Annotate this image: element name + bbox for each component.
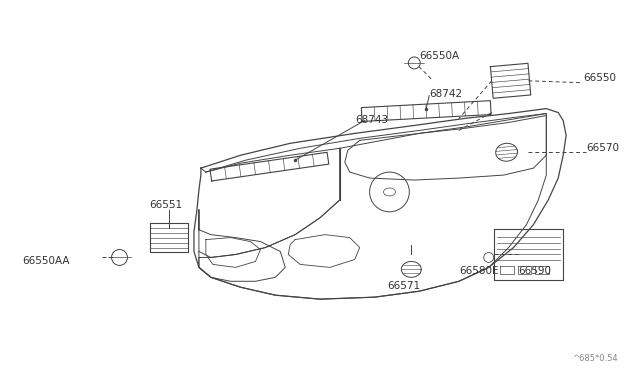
- Text: 66550AA: 66550AA: [22, 256, 70, 266]
- Text: 66590: 66590: [518, 266, 552, 276]
- Text: 66580E: 66580E: [459, 266, 499, 276]
- Text: 66551: 66551: [149, 200, 182, 210]
- Text: 66550A: 66550A: [419, 51, 460, 61]
- Text: 68743: 68743: [356, 115, 389, 125]
- Text: 66571: 66571: [387, 281, 420, 291]
- Text: 68742: 68742: [429, 89, 462, 99]
- Text: ^685*0.54: ^685*0.54: [572, 354, 618, 363]
- Text: 66550: 66550: [583, 73, 616, 83]
- Text: 66570: 66570: [586, 143, 619, 153]
